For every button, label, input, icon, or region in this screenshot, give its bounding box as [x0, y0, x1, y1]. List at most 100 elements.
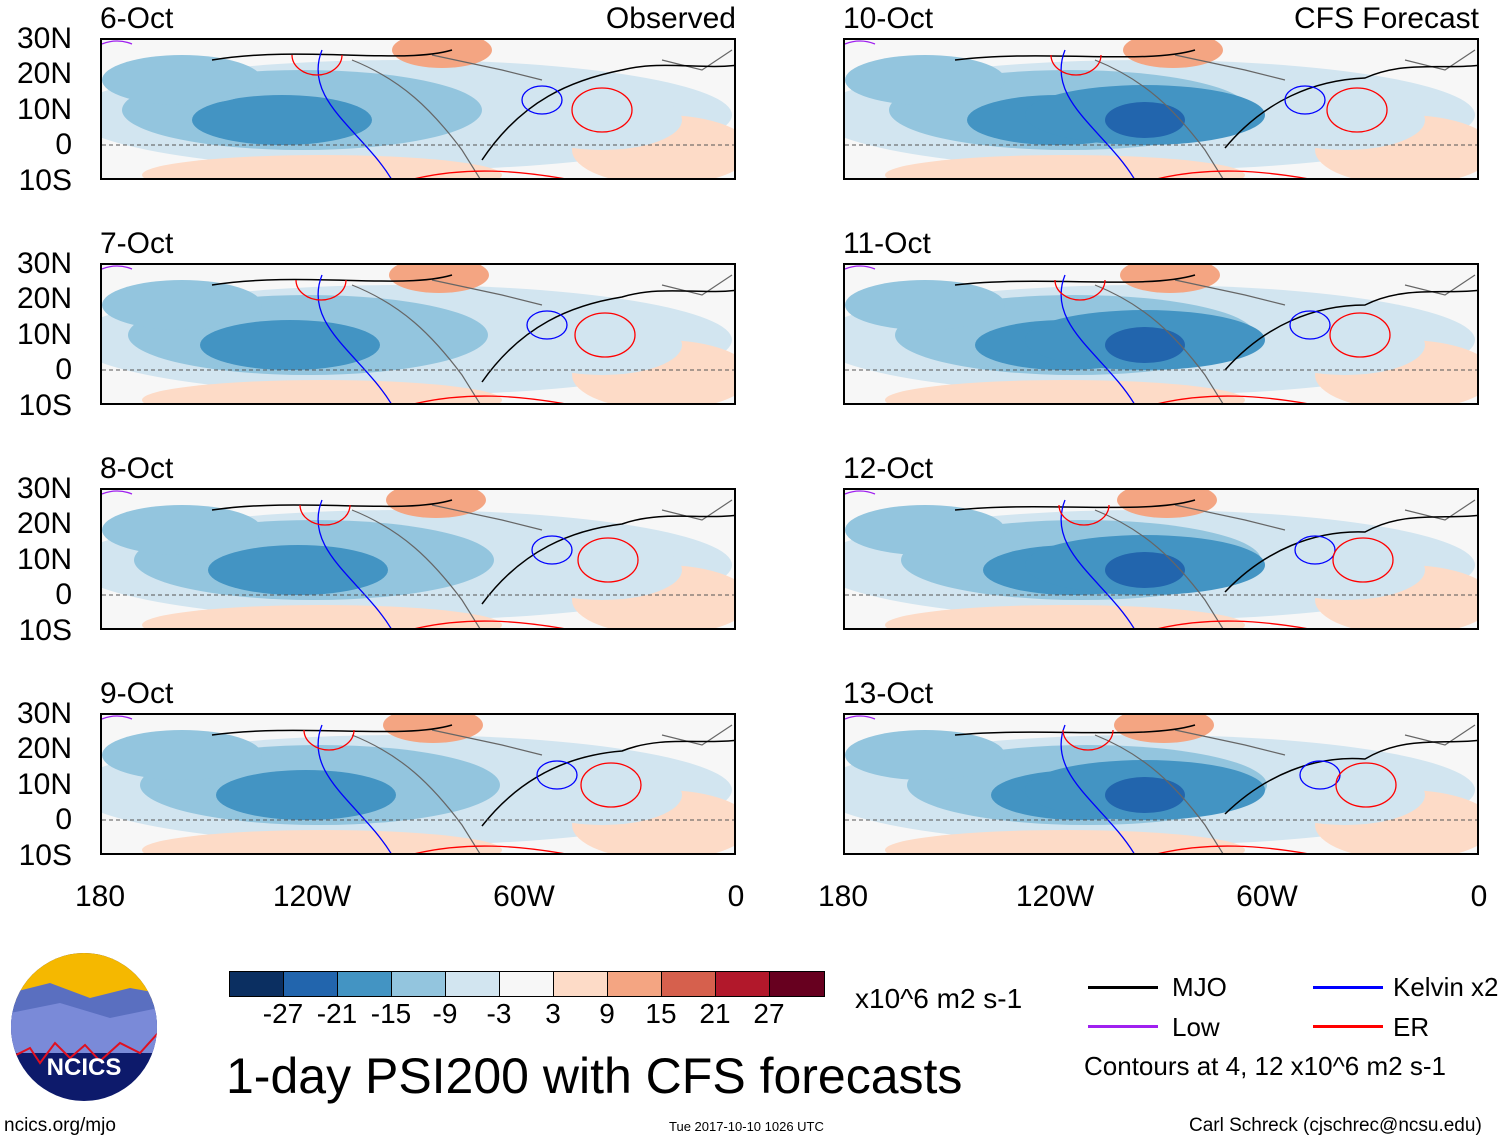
shading-region: [522, 765, 682, 825]
panel-date: 6-Oct: [100, 2, 174, 35]
lon-tick-label: 120W: [272, 880, 352, 913]
lat-tick-label: 30N: [16, 22, 72, 55]
lat-tick-label: 10N: [16, 318, 72, 351]
mjo-contour: [954, 724, 1477, 815]
kelvin-contour: [1060, 49, 1326, 178]
er-contour: [303, 729, 642, 853]
map-panel: [843, 263, 1479, 405]
panel-date: 8-Oct: [100, 452, 174, 485]
colorbar-swatch: [230, 972, 284, 996]
kelvin-contour: [1060, 499, 1336, 628]
shading-region: [1105, 552, 1185, 588]
low-contour: [102, 490, 133, 495]
legend-kelvin: Kelvin x2: [1393, 972, 1499, 1002]
shading-region: [522, 540, 682, 600]
colorbar-level: 21: [699, 998, 731, 1029]
lat-tick-label: 20N: [16, 732, 72, 765]
lat-tick-label: 0: [55, 353, 72, 386]
shading-region: [208, 545, 388, 595]
er-contour: [1050, 54, 1388, 178]
shading-region: [1265, 90, 1425, 150]
lat-tick-label: 0: [55, 128, 72, 161]
shading-region: [392, 40, 492, 68]
er-contour: [1058, 504, 1394, 628]
legend-low: Low: [1172, 1012, 1220, 1042]
psi200-field: [102, 490, 734, 628]
shading-region: [142, 155, 502, 178]
colorbar-level: -3: [486, 998, 512, 1029]
coastline: [351, 274, 733, 403]
colorbar-level: 15: [645, 998, 677, 1029]
shading-region: [522, 90, 682, 150]
er-contour: [1054, 279, 1391, 403]
colorbar-level: 3: [545, 998, 561, 1029]
lat-tick-label: 10S: [18, 389, 72, 422]
shading-region: [522, 315, 682, 375]
map-panel: [843, 488, 1479, 630]
lat-tick-label: 10N: [16, 93, 72, 126]
coastline: [351, 49, 733, 178]
shading-region: [1265, 765, 1425, 825]
map-panel: [100, 263, 736, 405]
low-contour: [102, 265, 133, 270]
figure-title: 1-day PSI200 with CFS forecasts: [226, 1048, 963, 1104]
map-panel: [100, 713, 736, 855]
svg-text:NCICS: NCICS: [47, 1054, 122, 1081]
lon-tick-label: 60W: [493, 880, 555, 913]
shading-region: [1117, 490, 1217, 518]
colorbar-swatch: [608, 972, 662, 996]
psi200-field: [845, 490, 1477, 628]
colorbar-level: -21: [316, 998, 358, 1029]
shading-region: [142, 380, 502, 403]
panel-date: 12-Oct: [843, 452, 934, 485]
legend-er: ER: [1393, 1012, 1430, 1042]
coastline: [351, 724, 733, 853]
kelvin-contour: [317, 499, 573, 628]
coastline: [1094, 274, 1476, 403]
shading-region: [102, 730, 262, 780]
colorbar-swatch: [770, 972, 824, 996]
colorbar-level: 27: [753, 998, 785, 1029]
kelvin-contour: [1060, 274, 1331, 403]
shading-region: [885, 380, 1245, 403]
colorbar-swatch: [284, 972, 338, 996]
colorbar-swatch: [338, 972, 392, 996]
psi200-field: [102, 715, 734, 853]
shading-region: [102, 55, 262, 105]
lat-tick-label: 10N: [16, 768, 72, 801]
footer-timestamp: Tue 2017-10-10 1026 UTC: [669, 1119, 824, 1134]
lat-tick-label: 30N: [16, 247, 72, 280]
shading-region: [845, 505, 1005, 555]
legend-mjo-swatch: [1088, 986, 1158, 989]
footer-url[interactable]: ncics.org/mjo: [4, 1115, 116, 1136]
low-contour: [845, 715, 876, 720]
shading-region: [845, 730, 1005, 780]
kelvin-contour: [317, 274, 568, 403]
er-contour: [291, 54, 633, 178]
legend-mjo: MJO: [1172, 972, 1227, 1002]
map-panel: [843, 713, 1479, 855]
mjo-contour: [954, 499, 1477, 593]
shading-region: [102, 505, 262, 555]
lat-tick-label: 30N: [16, 472, 72, 505]
panel-date: 9-Oct: [100, 677, 174, 710]
shading-region: [1114, 715, 1214, 743]
panel-header: Observed: [605, 2, 736, 35]
low-contour: [102, 715, 133, 720]
mjo-contour: [211, 724, 734, 827]
colorbar-swatch: [446, 972, 500, 996]
coastline: [1094, 49, 1476, 178]
colorbar: [229, 971, 825, 997]
mjo-contour: [211, 274, 734, 383]
lon-tick-label: 180: [74, 880, 126, 913]
er-contour: [295, 279, 636, 403]
lat-tick-label: 30N: [16, 697, 72, 730]
shading-region: [142, 605, 502, 628]
colorbar-swatch: [662, 972, 716, 996]
colorbar-level: -9: [432, 998, 458, 1029]
map-panel: [843, 38, 1479, 180]
lon-tick-label: 0: [727, 880, 745, 913]
shading-region: [885, 830, 1245, 853]
legend-kelvin-swatch: [1313, 986, 1383, 989]
lat-tick-label: 20N: [16, 282, 72, 315]
